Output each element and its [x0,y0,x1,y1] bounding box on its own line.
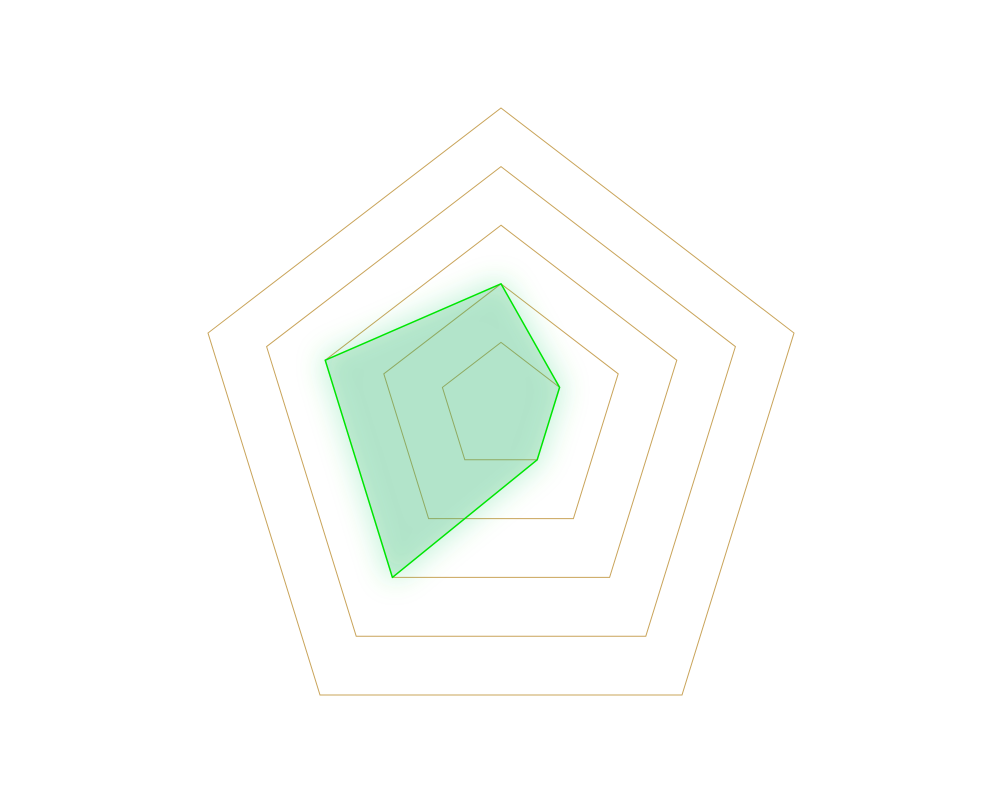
grid-ring [207,107,795,696]
grid-ring [324,224,678,578]
grid-ring [266,165,736,637]
radar-area [324,283,561,579]
